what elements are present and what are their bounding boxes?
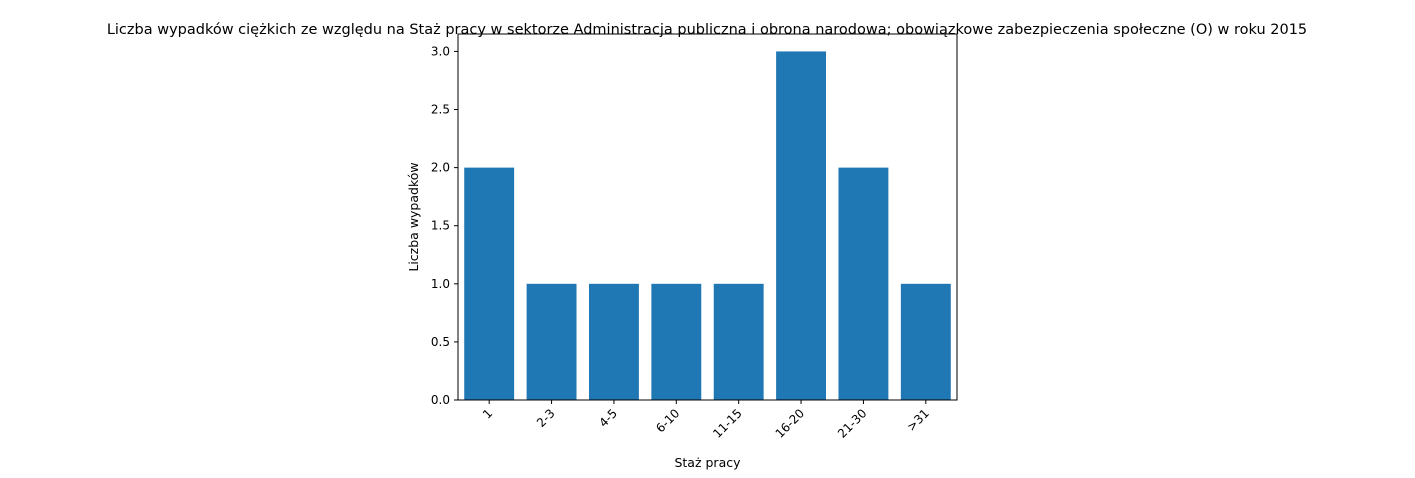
y-tick-label: 0.5 [431,335,450,349]
bars-group [464,51,951,401]
y-tick-label: 2.0 [431,161,450,175]
x-axis-label: Staż pracy [674,455,741,470]
bar-21-30 [838,167,889,400]
x-tick-label: >31 [904,406,932,434]
bar->31 [900,283,951,400]
x-tick-label: 16-20 [773,406,808,441]
y-tick-label: 3.0 [431,44,450,58]
x-tick-label: 1 [480,406,495,421]
x-axis-ticks: 1 2-3 4-5 6-10 11-15 16-20 21-30 >31 [480,400,932,441]
bar-4-5 [588,283,639,400]
y-axis-ticks: 0.0 0.5 1.0 1.5 2.0 2.5 3.0 [431,44,458,407]
y-tick-label: 0.0 [431,393,450,407]
y-tick-label: 1.0 [431,277,450,291]
plot-frame [457,33,958,401]
bar-1 [464,167,515,400]
bar-2-3 [526,283,577,400]
y-axis-label: Liczba wypadków [406,162,421,271]
x-tick-label: 11-15 [710,406,745,441]
y-tick-label: 2.5 [431,103,450,117]
x-tick-label: 2-3 [534,406,558,430]
x-tick-label: 4-5 [596,406,620,430]
x-tick-label: 21-30 [835,406,870,441]
chart-title: Liczba wypadków ciężkich ze względu na S… [107,22,1307,38]
bar-16-20 [776,51,827,401]
bar-6-10 [651,283,702,400]
bar-11-15 [713,283,764,400]
y-tick-label: 1.5 [431,219,450,233]
x-tick-label: 6-10 [653,406,682,435]
